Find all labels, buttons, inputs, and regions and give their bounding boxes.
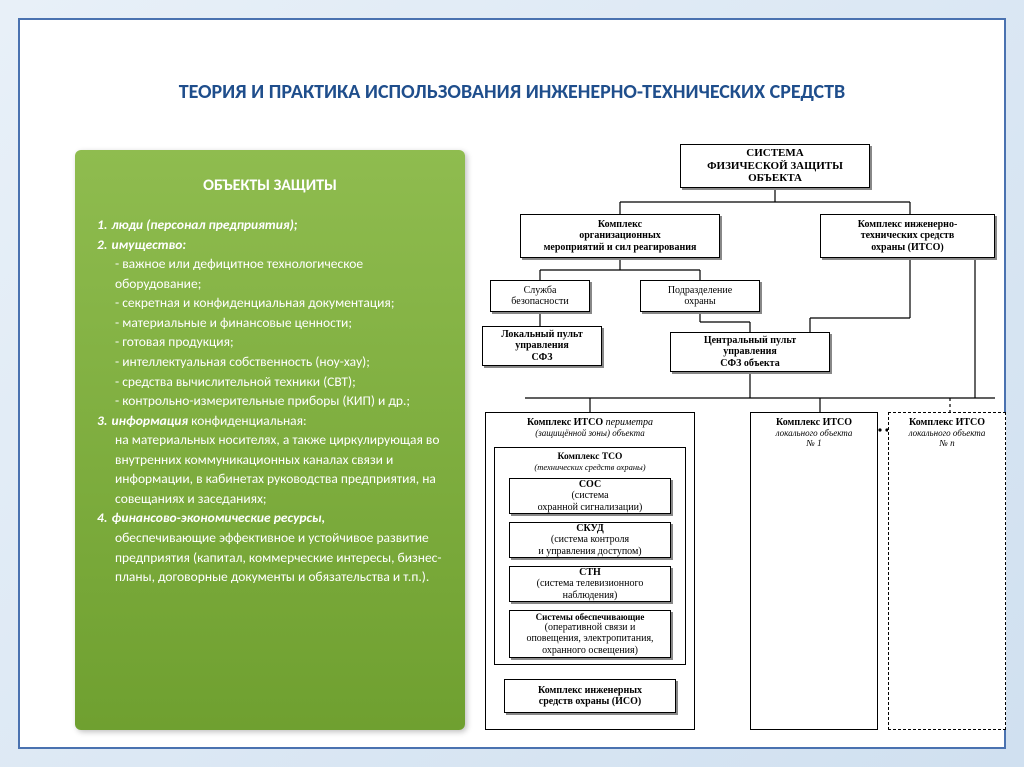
- list-head-1: люди (персонал предприятия);: [111, 216, 297, 233]
- iso-t1: Комплекс инженерных: [538, 685, 642, 697]
- sub2-f: средства вычислительной техники (СВТ);: [115, 372, 443, 392]
- node-root: СИСТЕМА ФИЗИЧЕСКОЙ ЗАЩИТЫ ОБЪЕКТА: [680, 144, 870, 188]
- node-sos: СОС (система охранной сигнализации): [509, 478, 671, 514]
- body-4: обеспечивающие эффективное и устойчивое …: [97, 528, 443, 587]
- tso-t2: (технических средств охраны): [495, 462, 685, 472]
- node-iso: Комплекс инженерных средств охраны (ИСО): [504, 679, 676, 713]
- locn-t2: локального объекта: [889, 428, 1005, 438]
- lb-l3: мероприятий и сил реагирования: [544, 242, 697, 254]
- lpu-l3: СФЗ: [531, 352, 552, 364]
- cpu-l2: управления: [723, 346, 777, 358]
- supp-s1: (оперативной связи и: [545, 622, 636, 634]
- lb-l2: организационных: [579, 230, 661, 242]
- sos-s2: охранной сигнализации): [538, 502, 643, 514]
- list-head-4: финансово-экономические ресурсы,: [111, 509, 325, 526]
- node-stn: СТН (система телевизионного наблюдения): [509, 566, 671, 602]
- panel-local-1: Комплекс ИТСО локального объекта № 1: [750, 412, 878, 730]
- sb-l1: Служба: [524, 285, 557, 297]
- slide-title: ТЕОРИЯ И ПРАКТИКА ИСПОЛЬЗОВАНИЯ ИНЖЕНЕРН…: [70, 80, 954, 104]
- sos-s1: (система: [571, 490, 608, 502]
- cpu-l1: Центральный пульт: [704, 335, 796, 347]
- list-num-1: 1.: [97, 216, 107, 233]
- stn-s1: (система телевизионного: [537, 578, 644, 590]
- root-l1: СИСТЕМА: [746, 147, 803, 160]
- node-left-branch: Комплекс организационных мероприятий и с…: [520, 214, 720, 258]
- rb-l3: охраны (ИТСО): [871, 242, 944, 254]
- root-l2: ФИЗИЧЕСКОЙ ЗАЩИТЫ: [707, 160, 843, 173]
- sub2-d: готовая продукция;: [115, 332, 443, 352]
- sub2-e: интеллектуальная собственность (ноу-хау)…: [115, 352, 443, 372]
- list-head-3-tail: конфиденциальная:: [188, 412, 307, 429]
- list-head-2: имущество:: [111, 236, 186, 253]
- loc1-t3: № 1: [751, 438, 877, 448]
- node-po: Подразделение охраны: [640, 280, 760, 312]
- slide-frame: ТЕОРИЯ И ПРАКТИКА ИСПОЛЬЗОВАНИЯ ИНЖЕНЕРН…: [18, 18, 1006, 749]
- node-lpu: Локальный пульт управления СФЗ: [482, 326, 602, 366]
- rb-l2: технических средств: [861, 230, 954, 242]
- node-supp: Системы обеспечивающие (оперативной связ…: [509, 610, 671, 658]
- panel-heading: ОБЪЕКТЫ ЗАЩИТЫ: [97, 176, 443, 195]
- stn-s2: наблюдения): [563, 590, 618, 602]
- lpu-l1: Локальный пульт: [501, 329, 583, 341]
- loc1-t1: Комплекс ИТСО: [751, 413, 877, 428]
- skud-t: СКУД: [576, 523, 603, 535]
- po-l1: Подразделение: [668, 285, 732, 297]
- list-num-2: 2.: [97, 236, 107, 253]
- sub2-g: контрольно-измерительные приборы (КИП) и…: [115, 391, 443, 411]
- panel-list: 1.люди (персонал предприятия); 2.имущест…: [97, 215, 443, 587]
- supp-s3: охранного освещения): [542, 645, 638, 657]
- node-cpu: Центральный пульт управления СФЗ объекта: [670, 332, 830, 372]
- sub2-c: материальные и финансовые ценности;: [115, 313, 443, 333]
- loc1-t2: локального объекта: [751, 428, 877, 438]
- org-diagram: СИСТЕМА ФИЗИЧЕСКОЙ ЗАЩИТЫ ОБЪЕКТА Компле…: [480, 140, 1010, 740]
- iso-t2: средств охраны (ИСО): [539, 696, 641, 708]
- tso-t1: Комплекс ТСО: [495, 448, 685, 462]
- panel-perimeter: Комплекс ИТСО периметра (защищённой зоны…: [485, 412, 695, 730]
- sb-l2: безопасности: [511, 296, 568, 308]
- node-skud: СКУД (система контроля и управления дост…: [509, 522, 671, 558]
- rb-l1: Комплекс инженерно-: [858, 219, 958, 231]
- sub2-a: важное или дефицитное технологическое об…: [115, 254, 443, 293]
- body-3: на материальных носителях, а также цирку…: [97, 430, 443, 508]
- supp-t: Системы обеспечивающие: [536, 612, 645, 622]
- root-l3: ОБЪЕКТА: [748, 172, 802, 185]
- skud-s1: (система контроля: [551, 534, 629, 546]
- cpu-l3: СФЗ объекта: [720, 358, 779, 370]
- stn-t: СТН: [579, 567, 601, 579]
- list-head-3: информация: [111, 412, 188, 429]
- locn-t1: Комплекс ИТСО: [889, 413, 1005, 428]
- node-sb: Служба безопасности: [490, 280, 590, 312]
- panel-tso: Комплекс ТСО (технических средств охраны…: [494, 447, 686, 665]
- supp-s2: оповещения, электропитания,: [526, 633, 653, 645]
- sos-t: СОС: [579, 479, 601, 491]
- lb-l1: Комплекс: [598, 219, 642, 231]
- objects-of-protection-panel: ОБЪЕКТЫ ЗАЩИТЫ 1.люди (персонал предприя…: [75, 150, 465, 730]
- sublist-2: важное или дефицитное технологическое об…: [97, 254, 443, 411]
- perim-t2: (защищённой зоны) объекта: [486, 428, 694, 438]
- node-right-branch: Комплекс инженерно- технических средств …: [820, 214, 995, 258]
- perim-t1: Комплекс ИТСО: [527, 417, 603, 428]
- skud-s2: и управления доступом): [538, 546, 641, 558]
- po-l2: охраны: [684, 296, 715, 308]
- locn-t3: № n: [889, 438, 1005, 448]
- perim-s1: периметра: [606, 417, 653, 428]
- list-num-3: 3.: [97, 412, 107, 429]
- lpu-l2: управления: [515, 340, 569, 352]
- panel-local-n: Комплекс ИТСО локального объекта № n: [888, 412, 1006, 730]
- list-num-4: 4.: [97, 509, 107, 526]
- perim-t: Комплекс ИТСО периметра: [486, 413, 694, 428]
- sub2-b: секретная и конфиденциальная документаци…: [115, 293, 443, 313]
